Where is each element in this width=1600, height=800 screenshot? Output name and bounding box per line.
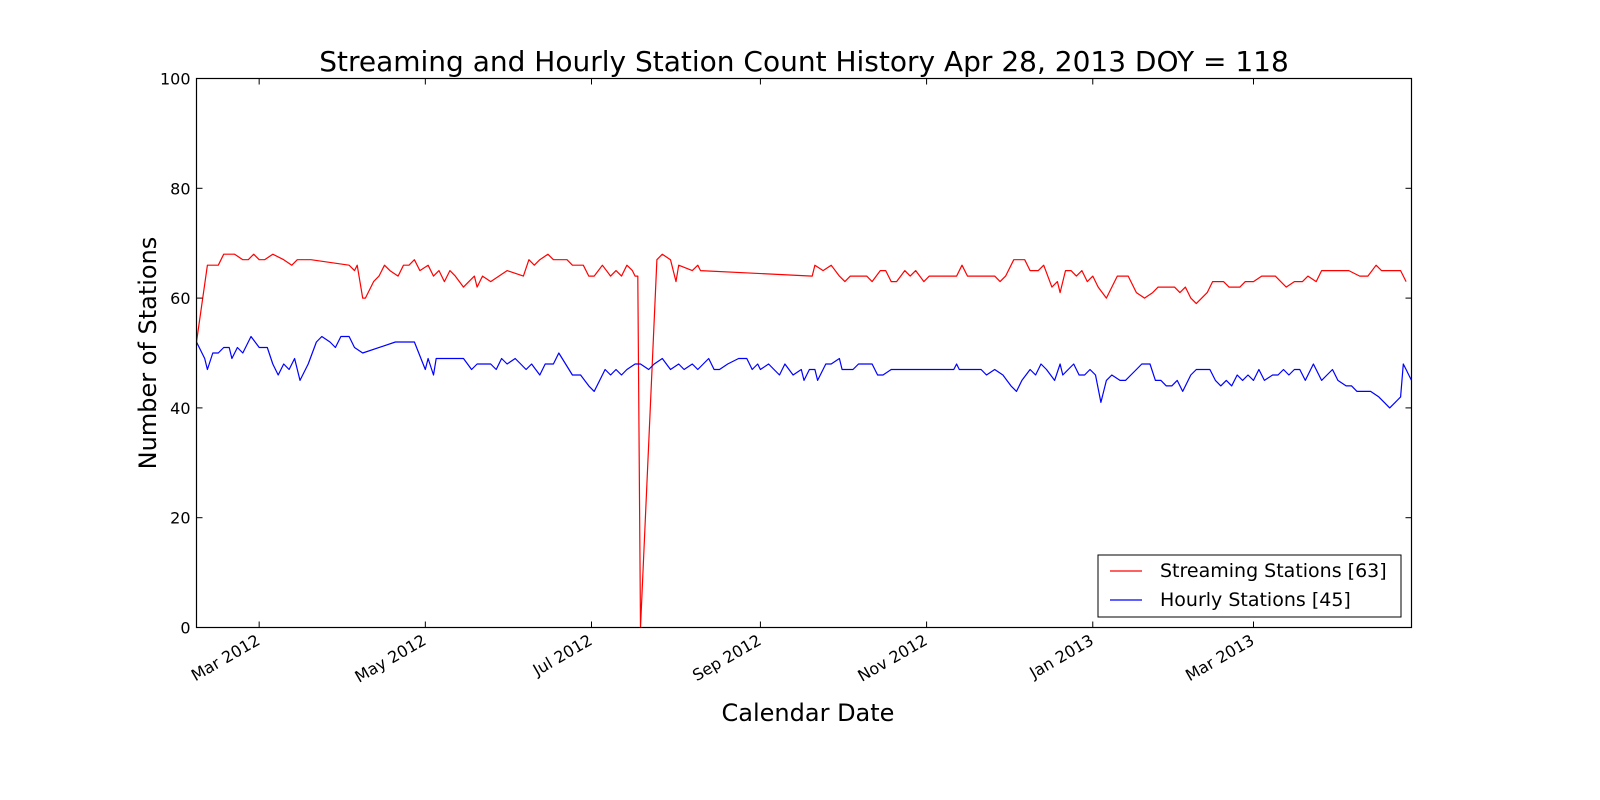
series-line-0	[195, 253, 1407, 629]
legend-label-streaming: Streaming Stations [63]	[1160, 560, 1387, 582]
x-tick-label: Mar 2013	[1182, 631, 1257, 685]
y-tick-label: 0	[180, 619, 190, 638]
y-axis: 0 20 40 60 80 100	[160, 70, 1412, 638]
y-tick-label: 20	[170, 509, 190, 528]
legend: Streaming Stations [63] Hourly Stations …	[1097, 554, 1402, 618]
series-line-1	[195, 335, 1413, 409]
x-axis-label: Calendar Date	[722, 699, 895, 727]
plot-frame	[195, 77, 1413, 629]
x-tick-label: Sep 2012	[689, 631, 764, 685]
y-tick-label: 80	[170, 179, 190, 198]
chart-title: Streaming and Hourly Station Count Histo…	[319, 45, 1289, 78]
plot-lines	[195, 253, 1413, 629]
y-axis-label: Number of Stations	[134, 237, 162, 470]
y-tick-label: 100	[160, 70, 191, 89]
x-tick-label: Jan 2013	[1025, 631, 1096, 683]
x-tick-label: Nov 2012	[854, 631, 930, 686]
x-tick-label: Mar 2012	[188, 631, 263, 685]
legend-label-hourly: Hourly Stations [45]	[1160, 589, 1351, 611]
y-tick-label: 60	[170, 289, 190, 308]
x-tick-label: May 2012	[352, 631, 430, 687]
legend-box	[1097, 554, 1402, 618]
y-tick-label: 40	[170, 399, 190, 418]
x-tick-label: Jul 2012	[529, 631, 596, 681]
